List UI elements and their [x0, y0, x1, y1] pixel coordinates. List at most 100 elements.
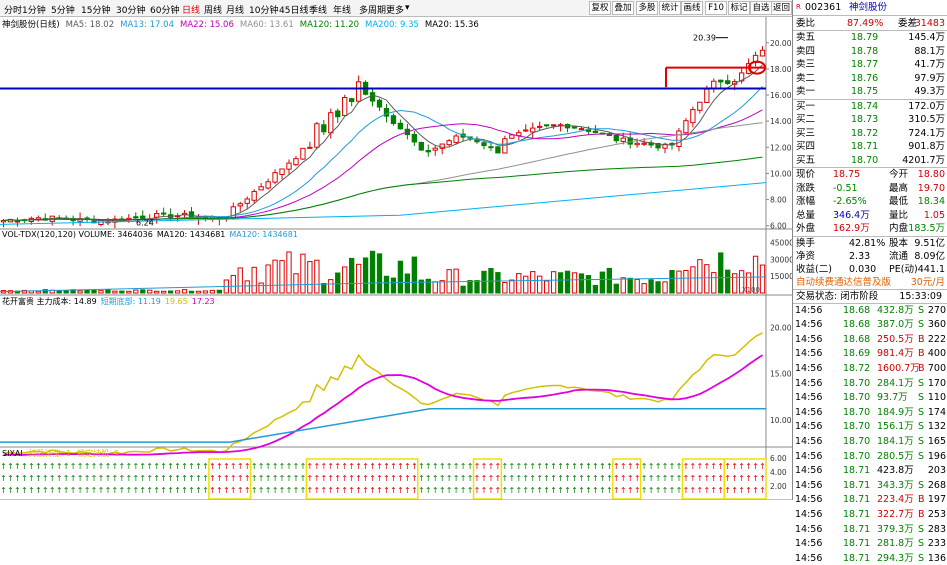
sixai-arrow: ↑	[216, 462, 223, 471]
period-6[interactable]: 日线	[182, 6, 201, 16]
tick-price: 18.68	[843, 319, 871, 331]
volume-bar	[418, 279, 424, 294]
volume-bar	[697, 259, 703, 294]
sixai-arrow: ↑	[35, 474, 42, 483]
ma-legend-1: MA13: 17.04	[120, 20, 174, 30]
volume-bar	[752, 255, 759, 294]
period-12[interactable]: 年线	[333, 6, 352, 16]
sixai-arrow: ↑	[515, 462, 522, 471]
period-0[interactable]: 分时	[4, 6, 23, 16]
period-5[interactable]: 60分钟	[150, 6, 180, 16]
sixai-arrow: ↑	[327, 462, 334, 471]
toolbar-button-3[interactable]: 统计	[659, 1, 681, 15]
tick-volume: 379.3万	[877, 523, 914, 535]
toolbar-button-8[interactable]: 返回	[771, 1, 792, 15]
sixai-arrow: ↑	[536, 474, 543, 483]
sixai-arrow: ↑	[320, 486, 327, 495]
period-14[interactable]: 更多	[386, 6, 405, 16]
sixai-arrow: ↑	[272, 486, 279, 495]
sixai-arrow: ↑	[91, 474, 98, 483]
candle-body	[230, 206, 236, 219]
toolbar-button-0[interactable]: 复权	[589, 1, 611, 15]
sixai-arrow: ↑	[585, 486, 592, 495]
ad-text[interactable]: 自动续费通达信普及版	[796, 276, 892, 288]
sixai-arrow: ↑	[508, 462, 515, 471]
sixai-arrow: ↑	[662, 474, 669, 483]
toolbar-button-2[interactable]: 多股	[636, 1, 658, 15]
sixai-arrow: ↑	[397, 474, 404, 483]
kline-chart-area[interactable]: 20.39 6.24 神剑股份(日线) MA5: 18.02 MA13: 17.04 MA…	[0, 17, 792, 500]
stat-label: 最低	[889, 196, 909, 207]
volume-bar	[738, 270, 745, 294]
period-9[interactable]: 10分钟	[249, 6, 279, 16]
sixai-arrow: ↑	[502, 474, 509, 483]
sixai-arrow: ↑	[0, 462, 7, 471]
sixai-arrow: ↑	[606, 462, 613, 471]
tick-count: 270	[927, 304, 946, 316]
toolbar-button-4[interactable]: 画线	[681, 1, 703, 15]
dropdown-arrow-icon[interactable]: ▾	[405, 3, 410, 13]
ask-price: 18.77	[851, 59, 879, 70]
sixai-arrow: ↑	[307, 474, 314, 483]
stat-value: 441.1	[917, 263, 945, 275]
bid-row: 买五 18.70 4201.7万	[793, 154, 947, 167]
candle-body	[286, 162, 292, 170]
marker-circle	[748, 60, 766, 75]
period-8[interactable]: 月线	[226, 6, 245, 16]
candle-body	[550, 124, 557, 127]
volume-bar	[460, 285, 466, 294]
candle-body	[683, 120, 689, 134]
weibi-row: 委比 87.49% 委差 31483	[793, 17, 947, 30]
vol-tick-label: 15000	[770, 272, 792, 281]
sixai-arrow: ↑	[63, 486, 70, 495]
sixai-arrow: ↑	[683, 462, 690, 471]
toolbar-button-1[interactable]: 叠加	[612, 1, 634, 15]
period-7[interactable]: 周线	[204, 6, 223, 16]
period-1[interactable]: 1分钟	[22, 6, 46, 16]
sixai-arrow: ↑	[641, 486, 648, 495]
divider	[793, 15, 947, 16]
sixai-arrow: ↑	[84, 474, 91, 483]
stat-value: 346.4万	[833, 209, 870, 221]
stat-row: 涨幅 -2.65% 最低 18.34	[793, 195, 947, 208]
stat2-row: 净资 2.33 流通 8.09亿	[793, 250, 947, 263]
ad-price[interactable]: 30元/月	[910, 276, 945, 288]
tick-row: 14:56 18.72 1600.7万 B 700	[793, 362, 947, 375]
tick-time: 14:56	[795, 333, 823, 345]
sixai-arrow: ↑	[293, 474, 300, 483]
sixai-arrow: ↑	[669, 474, 676, 483]
tick-count: 268	[927, 479, 946, 491]
volume-bar	[523, 275, 529, 294]
volume-bar	[181, 289, 188, 294]
sixai-arrow: ↑	[557, 462, 564, 471]
volume-bar	[355, 263, 362, 294]
ask-label: 卖四	[796, 45, 816, 57]
volume-bar	[599, 271, 606, 294]
toolbar-button-7[interactable]: 自选	[750, 1, 772, 15]
sixai-arrow: ↑	[7, 474, 14, 483]
sixai-arrow: ↑	[571, 486, 578, 495]
period-11[interactable]: 季线	[309, 6, 328, 16]
period-toolbar: 分时 1分钟 5分钟 15分钟 30分钟 60分钟 日线 周线 月线 10分钟 45日线 季线 年线 多周…	[0, 0, 792, 17]
period-2[interactable]: 5分钟	[51, 6, 75, 16]
stat-value: 18.34	[917, 196, 945, 207]
tick-side: B	[918, 508, 925, 520]
toolbar-button-5[interactable]: F10	[705, 1, 727, 15]
sixai-arrow: ↑	[467, 462, 474, 471]
stock-name[interactable]: 神剑股份	[849, 2, 888, 13]
sixai-arrow: ↑	[237, 474, 244, 483]
sixai-arrow: ↑	[369, 474, 376, 483]
period-10[interactable]: 45日线	[279, 6, 309, 16]
sixai-arrow: ↑	[690, 462, 697, 471]
sixai-arrow: ↑	[230, 474, 237, 483]
toolbar-button-6[interactable]: 标记	[728, 1, 750, 15]
period-13[interactable]: 多周期	[359, 6, 387, 16]
sixai-arrow: ↑	[536, 462, 543, 471]
ask-price: 18.79	[851, 32, 879, 43]
period-4[interactable]: 30分钟	[116, 6, 146, 16]
sixai-arrow: ↑	[0, 474, 7, 483]
tick-price: 18.71	[843, 465, 871, 477]
stat-value: 162.9万	[833, 223, 870, 234]
sixai-arrow: ↑	[557, 486, 564, 495]
period-3[interactable]: 15分钟	[81, 6, 111, 16]
